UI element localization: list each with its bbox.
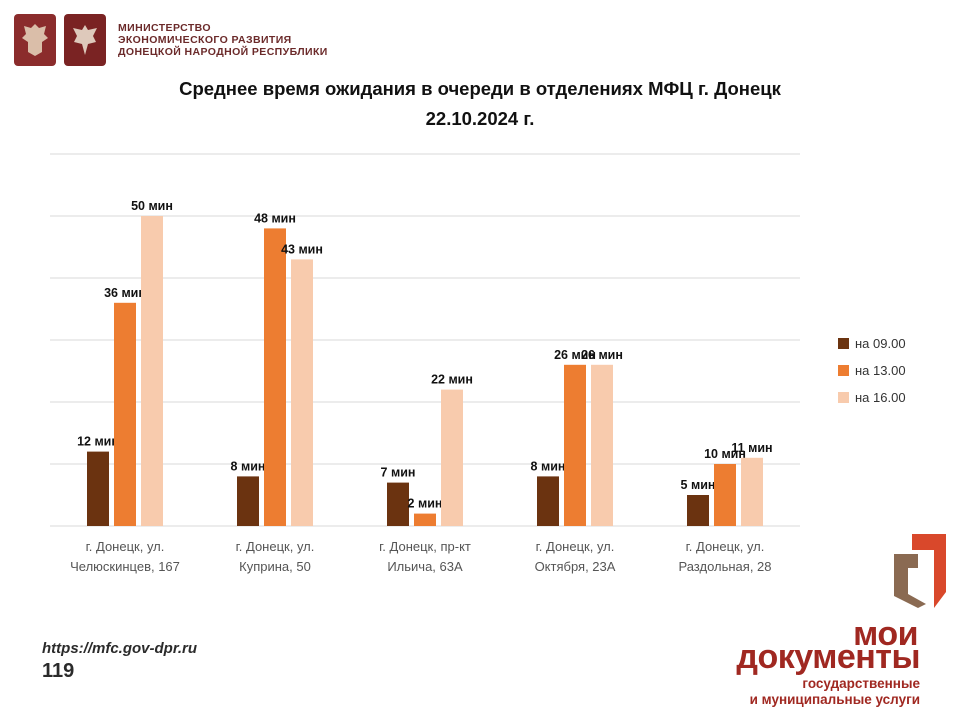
data-label: 48 мин (254, 211, 296, 225)
bar (414, 513, 436, 526)
x-tick-label: г. Донецк, ул. (236, 539, 315, 554)
x-tick-label: г. Донецк, ул. (536, 539, 615, 554)
x-tick-label: Куприна, 50 (239, 559, 311, 574)
bar (591, 364, 613, 526)
data-label: 7 мин (381, 466, 416, 480)
legend-swatch (838, 338, 849, 349)
coat-of-arms-icon (14, 14, 56, 66)
ministry-line: ДОНЕЦКОЙ НАРОДНОЙ РЕСПУБЛИКИ (118, 46, 328, 58)
data-label: 8 мин (531, 459, 566, 473)
brand-subtitle-line2: и муниципальные услуги (749, 692, 920, 707)
legend-swatch (838, 365, 849, 376)
legend-item: на 16.00 (838, 384, 906, 411)
data-label: 50 мин (131, 199, 173, 213)
bar (687, 495, 709, 526)
bar (141, 216, 163, 526)
bar (387, 482, 409, 526)
data-label: 8 мин (231, 459, 266, 473)
chart-title: Среднее время ожидания в очереди в отдел… (179, 78, 781, 99)
header: МИНИСТЕРСТВО ЭКОНОМИЧЕСКОГО РАЗВИТИЯ ДОН… (14, 14, 328, 66)
data-label: 22 мин (431, 373, 473, 387)
x-tick-label: Октября, 23А (535, 559, 616, 574)
website-url: https://mfc.gov-dpr.ru (42, 640, 197, 657)
bar (114, 302, 136, 526)
chart-legend: на 09.00 на 13.00 на 16.00 (838, 330, 906, 411)
ministry-name: МИНИСТЕРСТВО ЭКОНОМИЧЕСКОГО РАЗВИТИЯ ДОН… (118, 22, 328, 58)
republic-emblem-icon (64, 14, 106, 66)
bar (714, 464, 736, 526)
data-label: 26 мин (554, 348, 596, 362)
x-tick-label: г. Донецк, ул. (686, 539, 765, 554)
data-label: 2 мин (408, 497, 443, 511)
legend-label: на 16.00 (855, 390, 906, 405)
mfc-logo-icon (894, 534, 946, 608)
brand-title-line1: мои (853, 615, 918, 653)
bar (87, 451, 109, 526)
bar (441, 389, 463, 526)
bar (537, 476, 559, 526)
bar (741, 457, 763, 526)
x-tick-label: г. Донецк, ул. (86, 539, 165, 554)
bar (237, 476, 259, 526)
data-label: 26 мин (581, 348, 623, 362)
ministry-line: ЭКОНОМИЧЕСКОГО РАЗВИТИЯ (118, 34, 292, 46)
data-label: 10 мин (704, 447, 746, 461)
data-label: 5 мин (681, 478, 716, 492)
brand-title-line2: документы (736, 638, 920, 676)
page-number: 119 (42, 660, 75, 682)
legend-item: на 13.00 (838, 357, 906, 384)
legend-swatch (838, 392, 849, 403)
legend-label: на 09.00 (855, 336, 906, 351)
chart-date: 22.10.2024 г. (425, 108, 535, 129)
legend-label: на 13.00 (855, 363, 906, 378)
data-label: 11 мин (731, 441, 772, 455)
x-tick-label: Раздольная, 28 (678, 559, 771, 574)
bar (291, 259, 313, 526)
bar (264, 228, 286, 526)
x-tick-label: Челюскинцев, 167 (70, 559, 180, 574)
brand-subtitle-line1: государственные (802, 676, 920, 691)
data-label: 43 мин (281, 242, 323, 256)
x-tick-label: г. Донецк, пр-кт (379, 539, 471, 554)
ministry-line: МИНИСТЕРСТВО (118, 22, 211, 34)
x-tick-label: Ильича, 63А (387, 559, 463, 574)
data-label: 36 мин (104, 286, 146, 300)
bar (564, 364, 586, 526)
data-label: 12 мин (77, 435, 119, 449)
legend-item: на 09.00 (838, 330, 906, 357)
